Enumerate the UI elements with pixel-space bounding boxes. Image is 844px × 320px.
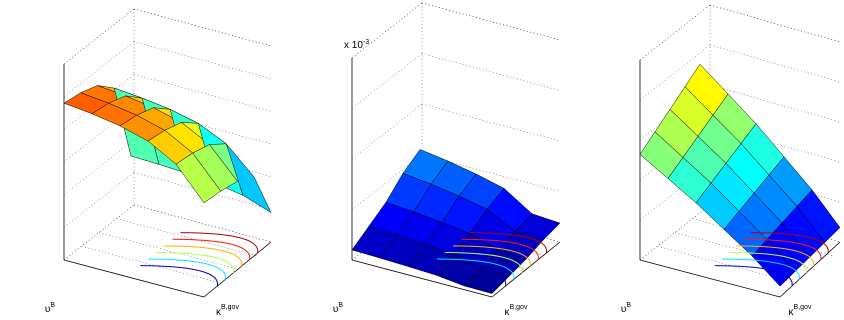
contour-line xyxy=(428,265,507,287)
panel-3: υB κB,gov xyxy=(621,4,841,318)
contour-line xyxy=(743,238,822,260)
x-axis-label: κB,gov xyxy=(216,304,239,318)
x-axis-line xyxy=(491,241,561,298)
z-exponent-power: -3 xyxy=(363,39,369,46)
y-axis-line xyxy=(63,259,205,298)
grid-line xyxy=(639,4,711,61)
contour-line xyxy=(180,232,259,254)
y-axis-line xyxy=(639,259,781,298)
grid-line xyxy=(63,8,135,65)
contour-line xyxy=(436,258,515,280)
x-axis-line xyxy=(779,241,841,298)
contour-line xyxy=(164,245,243,267)
grid-line xyxy=(63,8,135,65)
y-axis-label: υB xyxy=(333,302,343,315)
panel-2: x 10-3 υB κB,gov xyxy=(333,2,561,318)
contour-line xyxy=(750,232,829,254)
grid-line xyxy=(63,74,135,130)
contour-line xyxy=(714,265,793,287)
grid-line xyxy=(133,8,272,47)
grid-line xyxy=(63,172,135,228)
grid-line xyxy=(709,84,841,123)
grid-line xyxy=(133,74,272,112)
surface-patch xyxy=(514,213,561,241)
surface xyxy=(63,85,272,214)
grid-line xyxy=(133,106,272,145)
surface-patch xyxy=(226,143,272,214)
grid-line xyxy=(421,103,561,142)
contour-line xyxy=(729,251,807,273)
contour-line xyxy=(722,258,800,280)
contour-line xyxy=(469,232,547,254)
grid-line xyxy=(133,204,272,243)
grid-line xyxy=(351,53,423,109)
grid-line xyxy=(709,44,841,83)
x-axis-label-sup: B,gov xyxy=(794,304,812,311)
y-axis-label-sup: B xyxy=(50,302,55,309)
y-axis-label-sup: B xyxy=(338,302,343,309)
y-axis-label: υB xyxy=(45,302,55,315)
grid-line xyxy=(63,204,135,261)
grid-line xyxy=(709,164,841,203)
grid-line xyxy=(709,4,841,43)
contour-line xyxy=(140,265,218,287)
x-axis-line xyxy=(203,241,272,298)
contour-line xyxy=(172,238,251,260)
y-axis-label: υB xyxy=(621,302,631,315)
y-axis-line xyxy=(351,259,493,298)
surface xyxy=(639,63,841,287)
z-exponent-label: x 10-3 xyxy=(344,39,369,51)
grid-line xyxy=(133,41,272,79)
grid-line xyxy=(421,2,561,41)
x-axis-label: κB,gov xyxy=(505,304,528,318)
floor-contours xyxy=(714,232,829,287)
panel-1: υB κB,gov xyxy=(45,8,272,318)
contour-line xyxy=(156,251,234,273)
x-axis-label: κB,gov xyxy=(789,304,812,318)
x-axis-label-sup: B,gov xyxy=(221,304,239,311)
grid-line xyxy=(639,4,711,61)
floor-contours xyxy=(140,232,259,287)
grid-line xyxy=(63,41,135,97)
y-axis-label-sup: B xyxy=(626,302,631,309)
grid-line xyxy=(421,53,561,91)
grid-line xyxy=(63,139,135,195)
contour-line xyxy=(148,258,226,280)
grid-line xyxy=(98,232,240,270)
grid-line xyxy=(639,204,711,261)
contour-line xyxy=(736,245,815,267)
grid-line xyxy=(639,44,711,101)
grid-line xyxy=(709,124,841,163)
surface xyxy=(351,149,561,294)
grid-line xyxy=(421,154,561,192)
contour-line xyxy=(444,251,523,273)
grid-line xyxy=(709,4,841,43)
contour-line xyxy=(461,238,539,260)
contour-line xyxy=(453,245,531,267)
grid-line xyxy=(351,103,423,160)
grid-line xyxy=(81,246,222,284)
grid-line xyxy=(351,2,423,59)
x-axis-label-sup: B,gov xyxy=(510,304,528,311)
floor-contours xyxy=(428,232,547,287)
surface-patch xyxy=(796,189,841,243)
